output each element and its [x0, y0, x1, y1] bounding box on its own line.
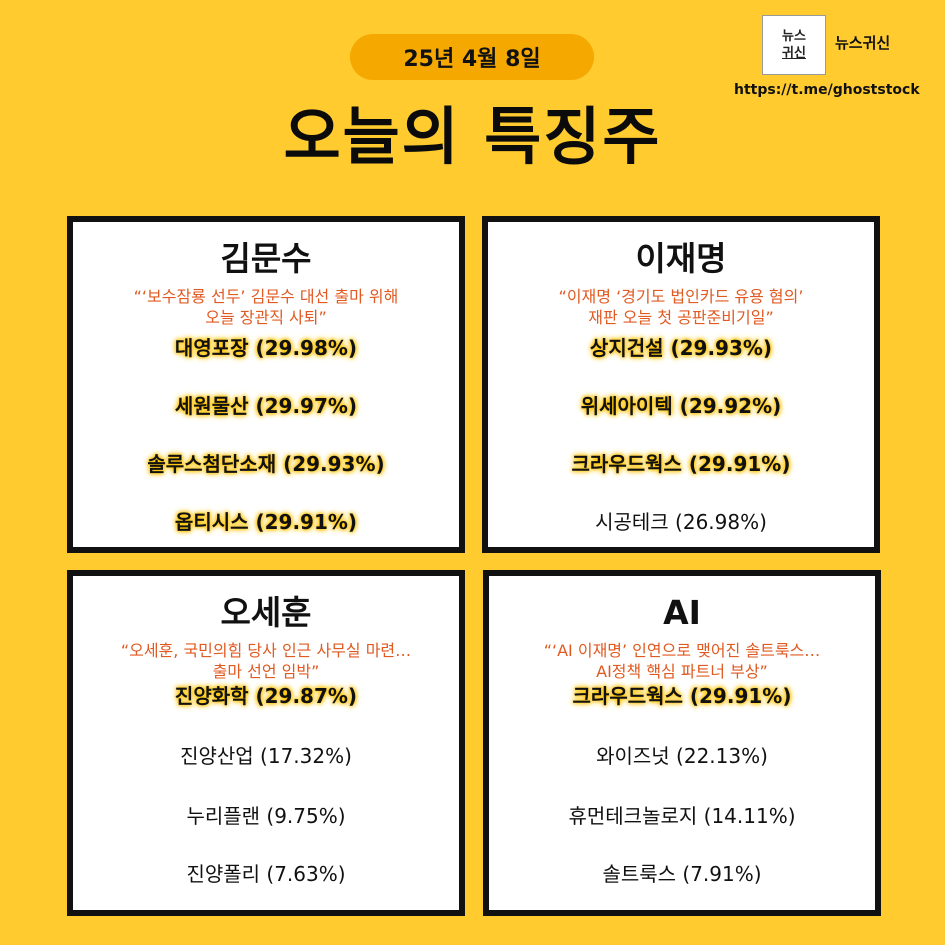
news-headline: “‘보수잠룡 선두’ 김문수 대선 출마 위해 오늘 장관직 사퇴”	[133, 287, 399, 327]
stock-item: 진양폴리 (7.63%)	[73, 857, 459, 887]
stock-label: 시공테크 (26.98%)	[595, 509, 767, 534]
panel-kim-moonsoo: 김문수 “‘보수잠룡 선두’ 김문수 대선 출마 위해 오늘 장관직 사퇴” 대…	[67, 216, 465, 553]
brand-name: 뉴스귀신	[835, 34, 891, 52]
channel-link[interactable]: https://t.me/ghoststock	[734, 82, 920, 98]
stock-item: 휴먼테크놀로지 (14.11%)	[489, 799, 875, 829]
date-text: 25년 4월 8일	[403, 47, 541, 72]
stock-item: 솔트룩스 (7.91%)	[489, 857, 875, 887]
stock-item: 와이즈넛 (22.13%)	[489, 739, 875, 769]
stock-item: 진양화학 (29.87%)	[73, 679, 459, 709]
stock-label: 와이즈넛 (22.13%)	[596, 743, 768, 768]
news-headline: “오세훈, 국민의힘 당사 인근 사무실 마련… 출마 선언 임박”	[120, 641, 412, 681]
stock-item: 진양산업 (17.32%)	[73, 739, 459, 769]
stock-item: 위세아이텍 (29.92%)	[488, 389, 874, 419]
stock-item: 크라우드웍스 (29.91%)	[488, 447, 874, 477]
page-title: 오늘의 특징주	[283, 100, 662, 173]
stock-label: 세원물산 (29.97%)	[174, 393, 358, 418]
logo-line-2: 귀신	[782, 46, 806, 61]
stock-label: 옵티시스 (29.91%)	[174, 509, 358, 534]
stock-label: 크라우드웍스 (29.91%)	[571, 451, 791, 476]
news-headline: “이재명 ‘경기도 법인카드 유용 혐의’ 재판 오늘 첫 공판준비기일”	[558, 287, 804, 327]
stock-label: 누리플랜 (9.75%)	[186, 803, 346, 828]
stock-label: 진양폴리 (7.63%)	[186, 861, 346, 886]
stock-label: 상지건설 (29.93%)	[589, 335, 773, 360]
date-badge: 25년 4월 8일	[350, 34, 594, 80]
stock-item: 솔루스첨단소재 (29.93%)	[73, 447, 459, 477]
stock-label: 위세아이텍 (29.92%)	[580, 393, 782, 418]
stock-label: 대영포장 (29.98%)	[174, 335, 358, 360]
stock-label: 진양산업 (17.32%)	[180, 743, 352, 768]
stock-label: 솔트룩스 (7.91%)	[602, 861, 762, 886]
panel-title: 김문수	[220, 239, 312, 278]
stock-label: 휴먼테크놀로지 (14.11%)	[568, 803, 796, 828]
stock-item: 누리플랜 (9.75%)	[73, 799, 459, 829]
panel-oh-sehoon: 오세훈 “오세훈, 국민의힘 당사 인근 사무실 마련… 출마 선언 임박” 진…	[67, 570, 465, 916]
stock-item: 옵티시스 (29.91%)	[73, 505, 459, 535]
stock-label: 솔루스첨단소재 (29.93%)	[147, 451, 385, 476]
panel-ai: AI “‘AI 이재명’ 인연으로 맺어진 솔트룩스… AI정책 핵심 파트너 …	[483, 570, 881, 916]
panel-title: 이재명	[635, 239, 727, 278]
news-headline: “‘AI 이재명’ 인연으로 맺어진 솔트룩스… AI정책 핵심 파트너 부상”	[543, 641, 821, 681]
stock-item: 크라우드웍스 (29.91%)	[489, 679, 875, 709]
panel-title: AI	[663, 593, 701, 632]
stock-item: 상지건설 (29.93%)	[488, 331, 874, 361]
stock-item: 세원물산 (29.97%)	[73, 389, 459, 419]
panel-lee-jaemyung: 이재명 “이재명 ‘경기도 법인카드 유용 혐의’ 재판 오늘 첫 공판준비기일…	[482, 216, 880, 553]
stock-label: 크라우드웍스 (29.91%)	[572, 683, 792, 708]
stock-label: 진양화학 (29.87%)	[174, 683, 358, 708]
brand-logo: 뉴스 귀신	[762, 15, 826, 75]
stock-item: 대영포장 (29.98%)	[73, 331, 459, 361]
stock-item: 시공테크 (26.98%)	[488, 505, 874, 535]
panel-title: 오세훈	[220, 593, 312, 632]
logo-line-1: 뉴스	[782, 29, 806, 44]
